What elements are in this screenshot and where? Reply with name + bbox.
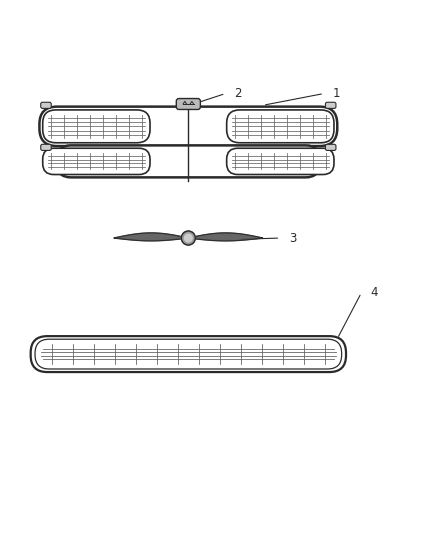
Polygon shape	[114, 233, 188, 241]
FancyBboxPatch shape	[227, 110, 334, 143]
Text: 2: 2	[234, 87, 242, 100]
FancyBboxPatch shape	[35, 339, 342, 369]
Polygon shape	[188, 233, 263, 241]
FancyBboxPatch shape	[227, 148, 334, 174]
FancyBboxPatch shape	[42, 148, 150, 174]
FancyBboxPatch shape	[41, 144, 51, 150]
FancyBboxPatch shape	[325, 144, 336, 150]
FancyBboxPatch shape	[39, 107, 337, 146]
FancyBboxPatch shape	[41, 102, 51, 108]
FancyBboxPatch shape	[31, 336, 346, 372]
Text: 3: 3	[289, 231, 297, 245]
Circle shape	[184, 234, 192, 242]
FancyBboxPatch shape	[42, 110, 150, 143]
FancyBboxPatch shape	[57, 146, 320, 177]
FancyBboxPatch shape	[176, 99, 200, 109]
Text: 1: 1	[333, 87, 340, 100]
Circle shape	[181, 231, 195, 245]
Text: 4: 4	[370, 286, 378, 300]
FancyBboxPatch shape	[325, 102, 336, 108]
